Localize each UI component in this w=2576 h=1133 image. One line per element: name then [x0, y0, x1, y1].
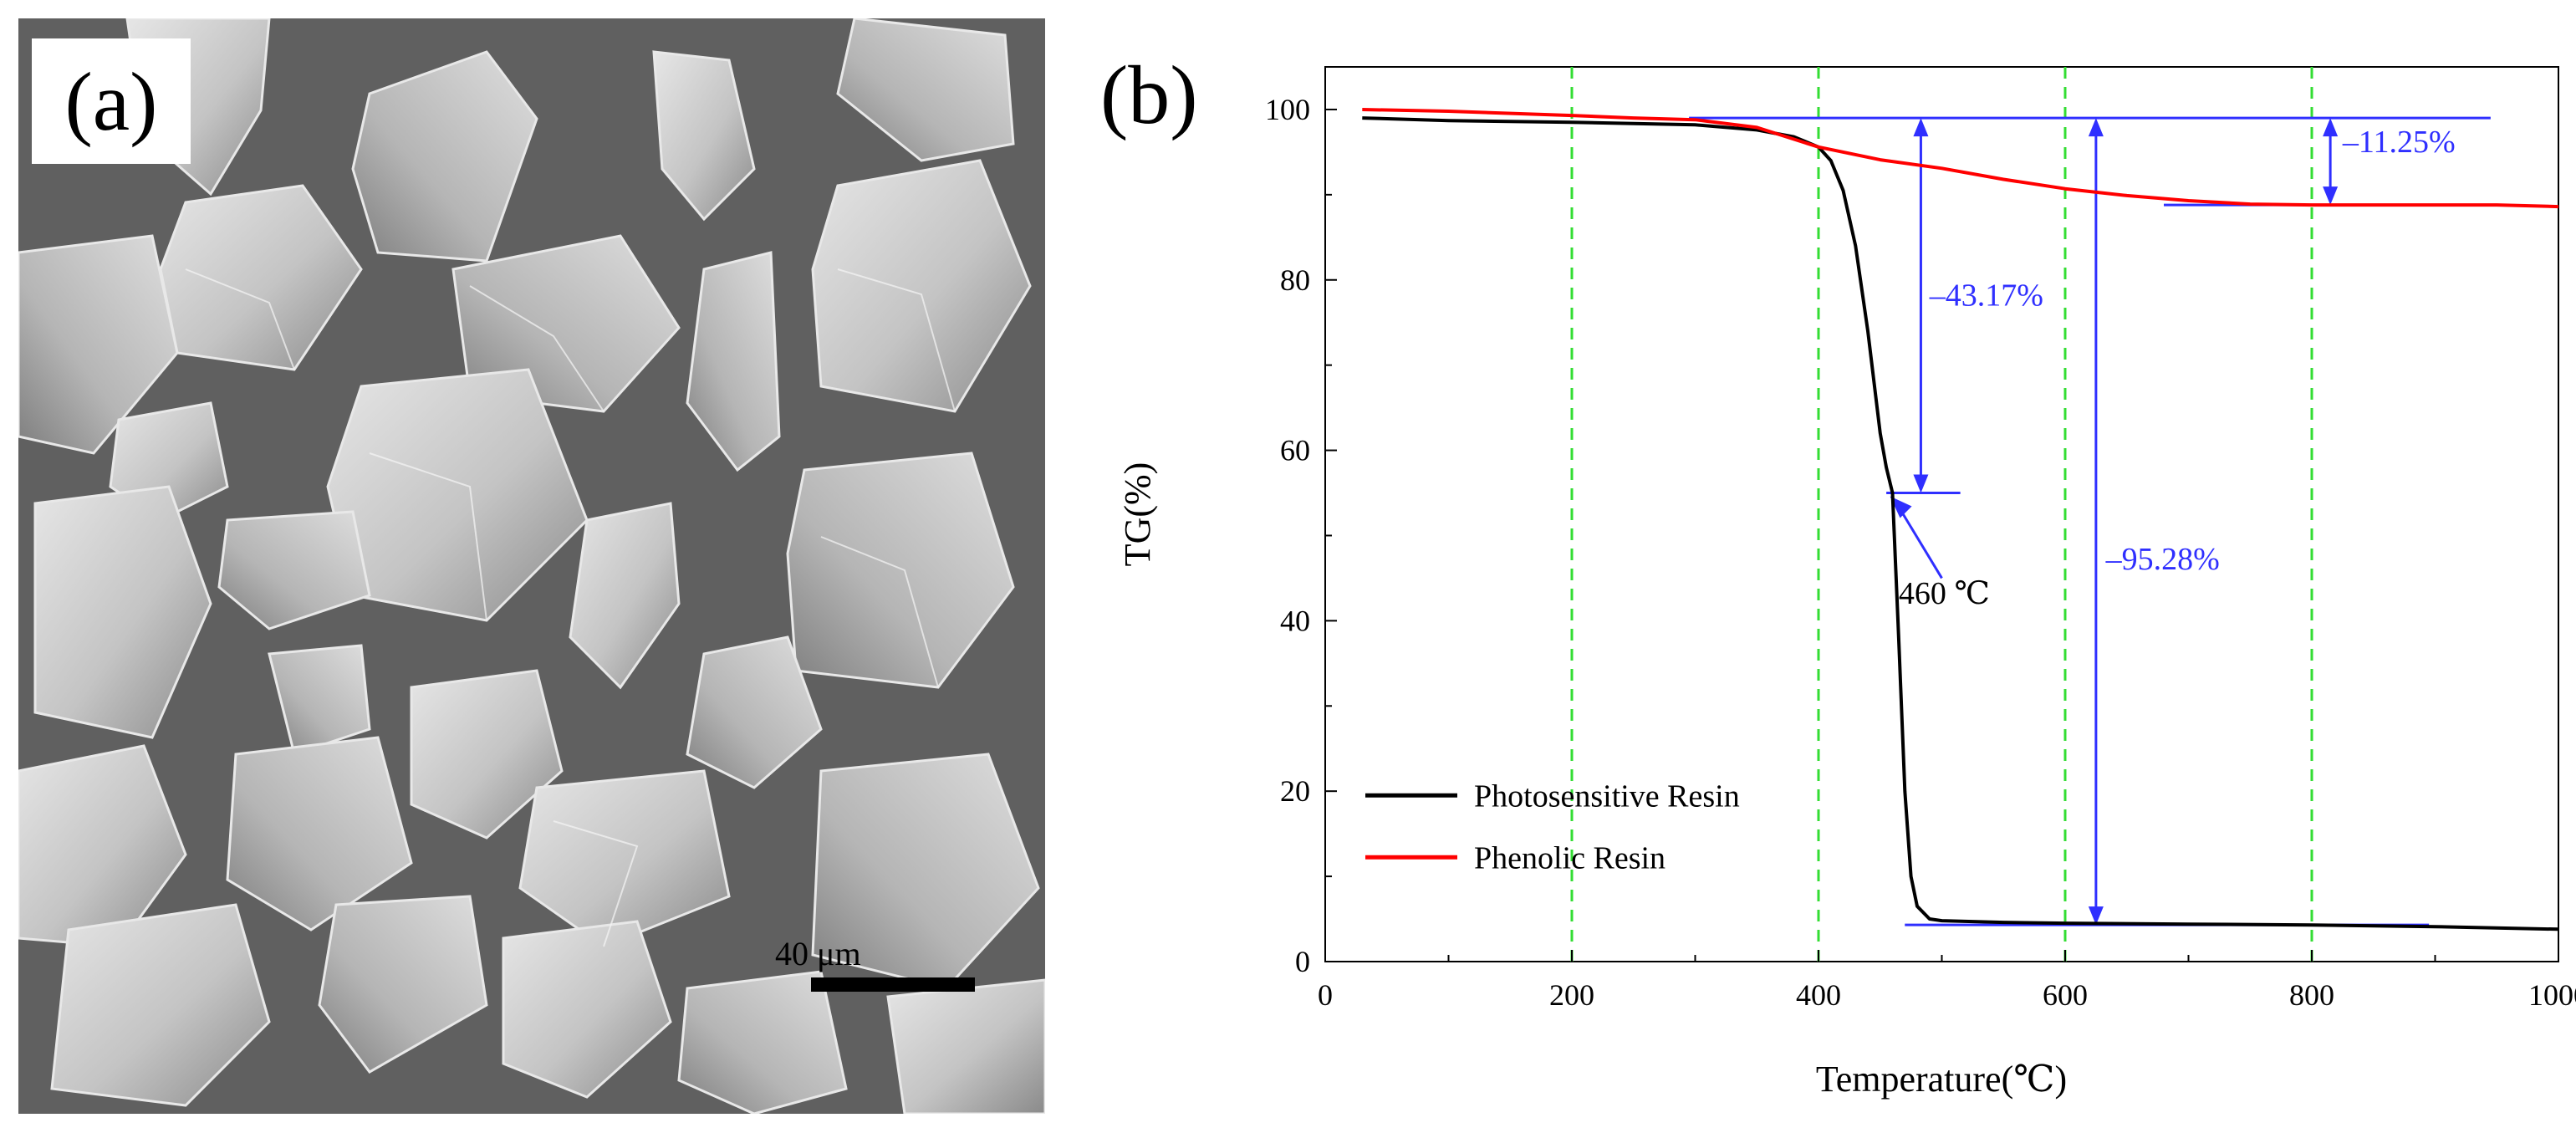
onset-pointer-head — [1890, 496, 1912, 518]
y-tick-label: 100 — [1265, 93, 1310, 126]
particle — [18, 744, 187, 948]
particle — [502, 920, 672, 1099]
annotation-drop-95: –95.28% — [2105, 542, 2220, 577]
series-line-phenolic-resin — [1362, 108, 2559, 209]
tg-chart-panel: (b) –43.17% –95.28% –11.25% 460 ℃ 0 200 400 60… — [1070, 0, 2576, 1133]
particle — [652, 50, 756, 222]
x-tick-label: 600 — [2043, 978, 2088, 1012]
particle — [836, 18, 1015, 162]
particle — [226, 736, 413, 931]
annotation-drop-11: –11.25% — [2342, 125, 2456, 160]
particle — [351, 50, 538, 263]
particle — [886, 978, 1045, 1114]
y-tick-label: 0 — [1295, 945, 1310, 978]
arrow-43-head-top — [1913, 118, 1929, 137]
particle — [33, 485, 212, 739]
sem-micrograph: (a) 40 μm — [18, 18, 1045, 1114]
annotation-onset-temperature: 460 ℃ — [1899, 576, 1990, 611]
scale-bar — [811, 977, 975, 992]
x-tick-label: 400 — [1796, 978, 1841, 1012]
particle — [569, 502, 681, 690]
onset-pointer — [1897, 505, 1943, 579]
tg-chart: –43.17%–95.28%–11.25%460 ℃ 0 200 400 600 800… — [1117, 66, 2576, 1100]
particle — [677, 970, 848, 1114]
x-axis-label: Temperature(℃) — [1816, 1059, 2067, 1100]
particle — [811, 753, 1040, 990]
x-tick-label: 800 — [2289, 978, 2334, 1012]
y-tick-label: 20 — [1280, 774, 1310, 808]
particle — [410, 669, 564, 840]
plot-frame — [1324, 66, 2559, 962]
legend-label: Phenolic Resin — [1474, 840, 1665, 875]
y-axis-label: TG(%) — [1117, 462, 1158, 567]
particle — [268, 644, 371, 756]
particle — [50, 903, 271, 1107]
particle — [686, 251, 781, 472]
particle-image — [18, 18, 1045, 1114]
y-tick-label: 40 — [1280, 604, 1310, 637]
annotation-drop-43: –43.17% — [1929, 278, 2043, 313]
legend-label: Photosensitive Resin — [1474, 778, 1740, 814]
arrow-43-head-bottom — [1913, 474, 1929, 493]
particle — [451, 234, 681, 413]
particle — [686, 635, 823, 789]
arrow-11-head-bottom — [2323, 186, 2339, 206]
scale-bar-label: 40 μm — [775, 935, 861, 972]
y-tick-label: 80 — [1280, 263, 1310, 297]
x-tick-label: 0 — [1318, 978, 1333, 1012]
arrow-95-head-bottom — [2088, 906, 2104, 926]
arrow-95-head-top — [2088, 118, 2104, 137]
x-tick-label: 200 — [1549, 978, 1594, 1012]
particle — [18, 234, 179, 455]
y-tick-label: 60 — [1280, 434, 1310, 467]
particle — [217, 510, 371, 630]
panel-a-label: (a) — [32, 38, 191, 164]
particle — [318, 895, 488, 1074]
arrow-11-head-top — [2323, 118, 2339, 137]
particle — [518, 769, 731, 948]
panel-b-label: (b) — [1100, 48, 1198, 141]
